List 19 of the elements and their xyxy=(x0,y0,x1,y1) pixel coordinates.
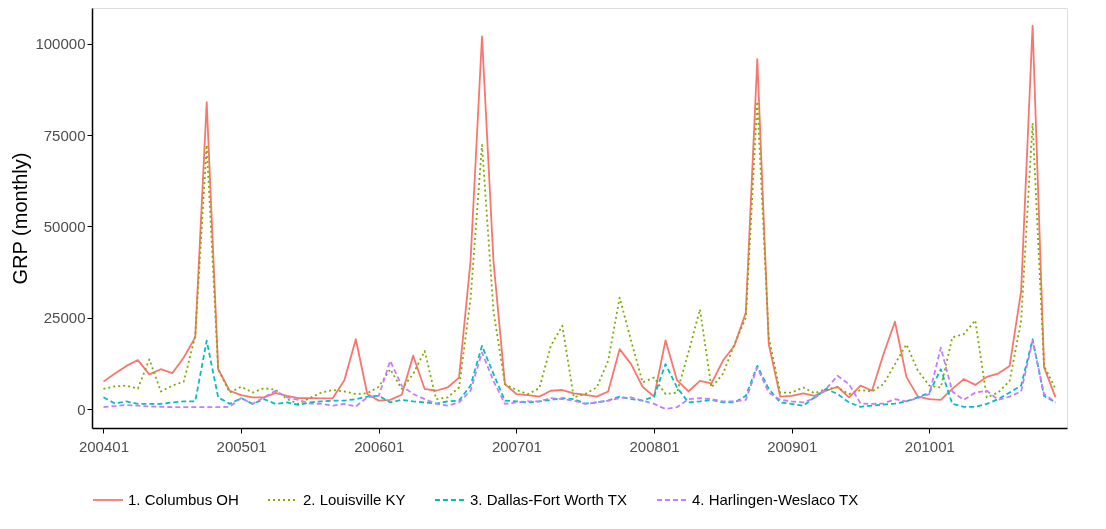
line-series xyxy=(102,24,1057,402)
legend-label: 3. Dallas-Fort Worth TX xyxy=(470,491,627,508)
line-series xyxy=(102,100,1057,405)
legend-label: 1. Columbus OH xyxy=(128,491,239,508)
y-tick-label: 25000 xyxy=(43,309,86,327)
legend-label: 2. Louisville KY xyxy=(303,491,406,508)
x-tick-label: 200701 xyxy=(491,437,542,455)
x-tick-label: 200501 xyxy=(216,437,267,455)
x-tick-label: 200601 xyxy=(354,437,405,455)
x-tick-label: 200401 xyxy=(78,437,129,455)
y-tick-label: 0 xyxy=(77,400,86,418)
y-tick-label: 100000 xyxy=(35,35,86,53)
x-tick-label: 201001 xyxy=(904,437,955,455)
y-axis-title: GRP (monthly) xyxy=(9,152,32,285)
y-tick-label: 75000 xyxy=(43,126,86,144)
y-tick-label: 50000 xyxy=(43,217,86,235)
x-tick-label: 200801 xyxy=(629,437,680,455)
x-tick-label: 200901 xyxy=(767,437,818,455)
legend-label: 4. Harlingen-Weslaco TX xyxy=(692,491,859,508)
